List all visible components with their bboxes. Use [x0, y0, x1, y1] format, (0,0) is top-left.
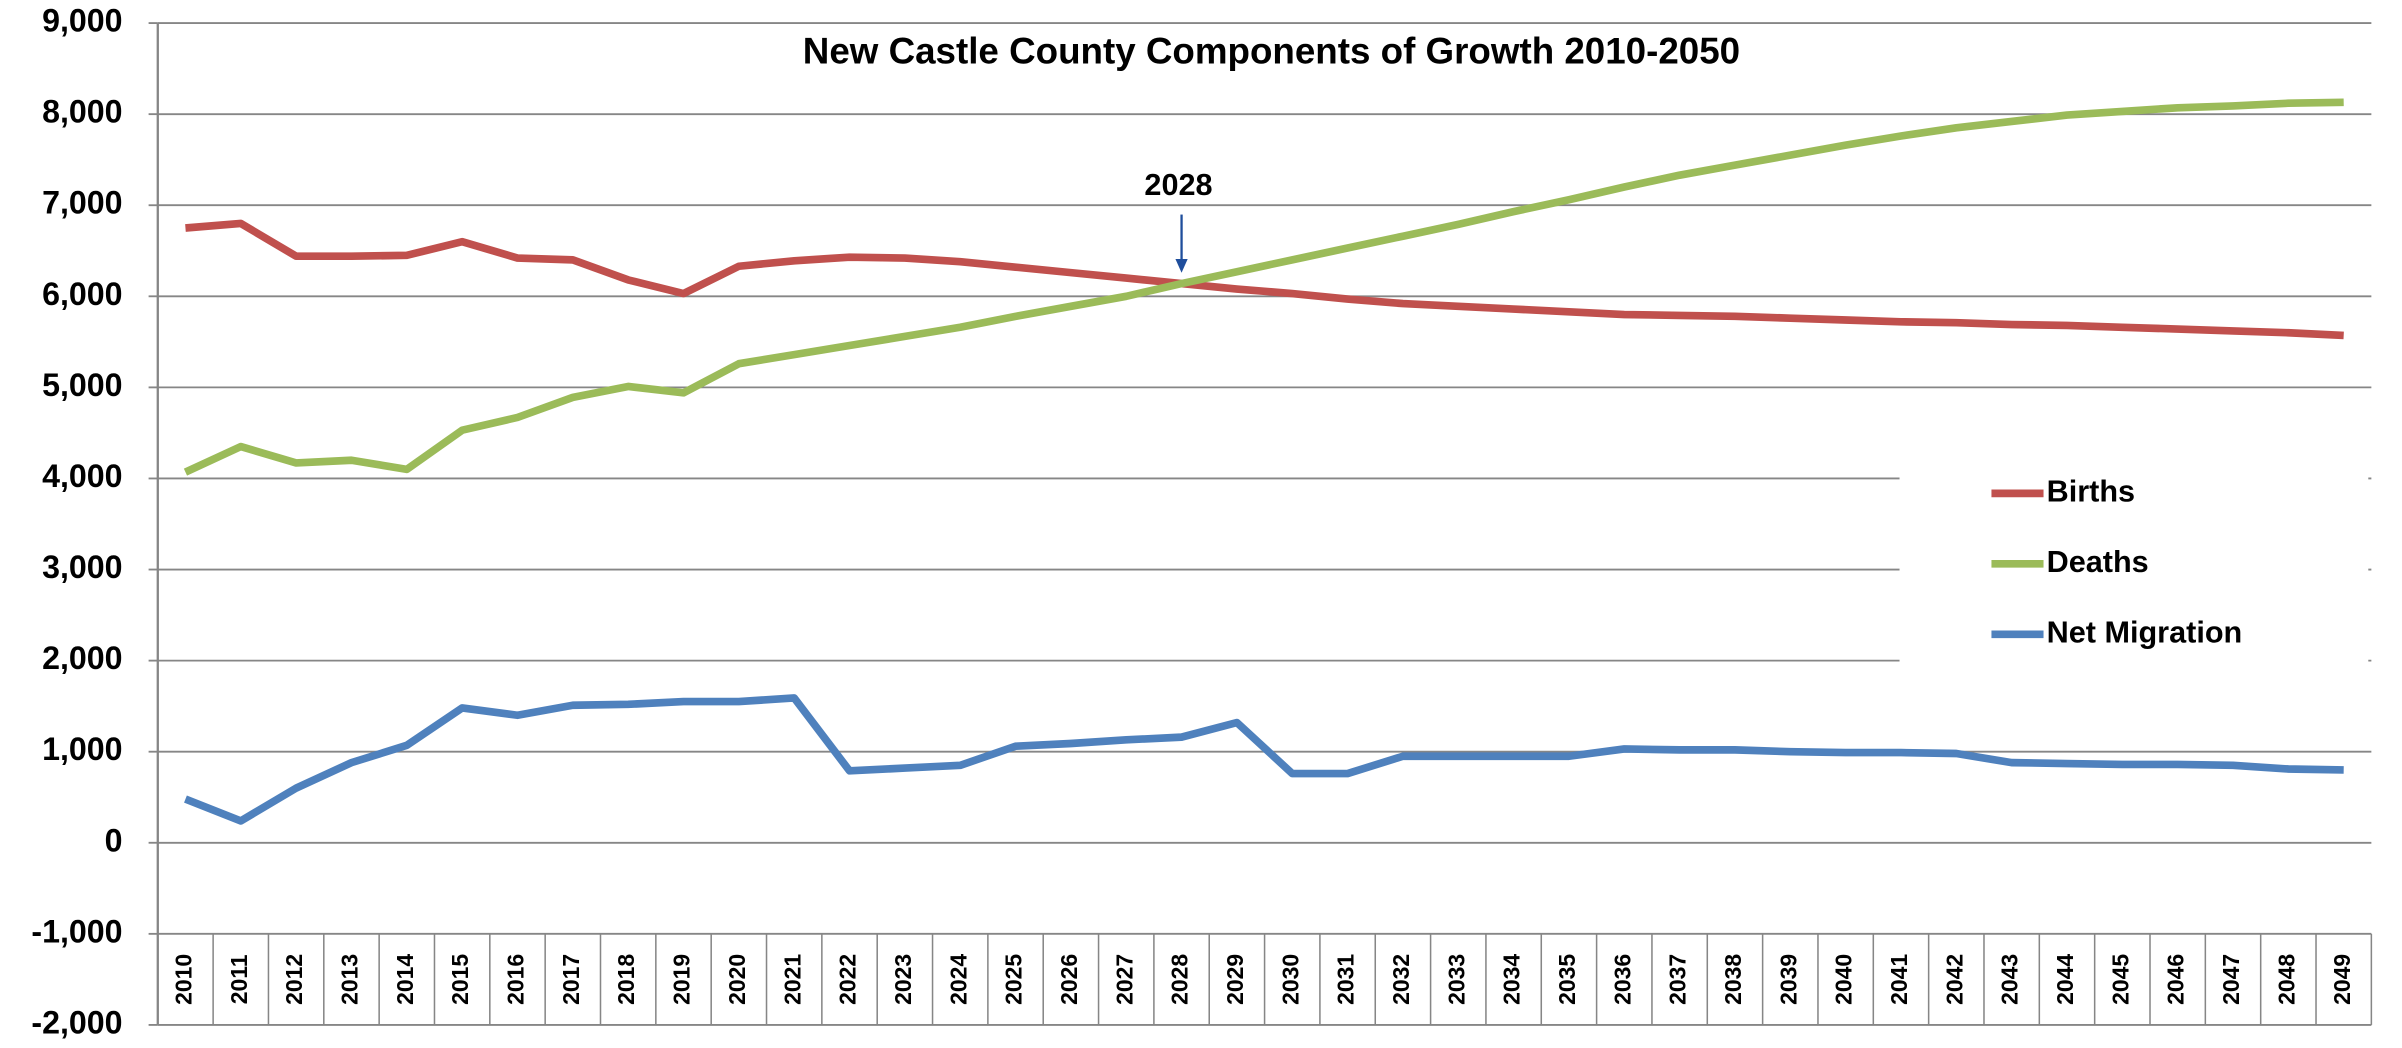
y-tick-label: 1,000 — [42, 731, 122, 767]
y-tick-label: -1,000 — [31, 913, 122, 949]
annotation: 2028 — [1144, 168, 1212, 202]
x-tick-label: 2036 — [1609, 954, 1635, 1005]
x-tick-label: 2012 — [281, 954, 307, 1005]
x-tick-label: 2016 — [503, 954, 529, 1005]
x-tick-label: 2029 — [1222, 954, 1248, 1005]
series-line — [185, 219, 2344, 340]
x-tick-label: 2024 — [945, 954, 971, 1005]
legend-label: Deaths — [2047, 545, 2149, 579]
x-tick-label: 2033 — [1443, 954, 1469, 1005]
x-tick-label: 2014 — [392, 954, 418, 1005]
x-tick-label: 2049 — [2329, 954, 2355, 1005]
x-tick-label: 2035 — [1554, 954, 1580, 1005]
x-tick-label: 2040 — [1831, 954, 1857, 1005]
series-line — [183, 98, 2344, 476]
y-tick-label: 9,000 — [42, 3, 122, 39]
x-tick-label: 2041 — [1886, 954, 1912, 1005]
x-tick-label: 2037 — [1665, 954, 1691, 1005]
x-tick-label: 2023 — [890, 954, 916, 1005]
x-tick-label: 2011 — [226, 954, 252, 1004]
x-tick-label: 2031 — [1333, 954, 1359, 1005]
y-tick-label: 7,000 — [42, 185, 122, 221]
chart-title: New Castle County Components of Growth 2… — [803, 30, 1740, 71]
x-tick-label: 2038 — [1720, 954, 1746, 1005]
x-tick-label: 2018 — [613, 954, 639, 1005]
y-tick-label: 4,000 — [42, 458, 122, 494]
legend-label: Net Migration — [2047, 615, 2243, 649]
x-tick-label: 2030 — [1277, 954, 1303, 1005]
y-tick-label: 3,000 — [42, 549, 122, 585]
y-tick-label: 2,000 — [42, 640, 122, 676]
x-tick-label: 2017 — [558, 954, 584, 1005]
x-tick-label: 2026 — [1056, 954, 1082, 1005]
x-tick-label: 2028 — [1167, 954, 1193, 1005]
y-tick-label: 5,000 — [42, 367, 122, 403]
x-tick-label: 2022 — [835, 954, 861, 1005]
y-tick-label: -2,000 — [31, 1004, 122, 1040]
legend-background — [1899, 452, 2369, 667]
x-tick-label: 2046 — [2163, 954, 2189, 1005]
y-tick-label: 0 — [105, 822, 123, 858]
x-tick-label: 2032 — [1388, 954, 1414, 1005]
x-tick-label: 2020 — [724, 954, 750, 1005]
x-tick-label: 2042 — [1941, 954, 1967, 1005]
x-tick-label: 2045 — [2107, 954, 2133, 1005]
series-line — [184, 694, 2344, 825]
legend-label: Births — [2047, 474, 2135, 508]
x-tick-label: 2047 — [2218, 954, 2244, 1005]
x-tick-label: 2043 — [1997, 954, 2023, 1005]
x-tick-label: 2021 — [779, 954, 805, 1005]
x-tick-label: 2027 — [1111, 954, 1137, 1005]
x-tick-label: 2044 — [2052, 954, 2078, 1005]
x-tick-label: 2048 — [2273, 954, 2299, 1005]
x-tick-label: 2019 — [669, 954, 695, 1005]
x-tick-label: 2013 — [337, 954, 363, 1005]
y-tick-label: 8,000 — [42, 94, 122, 130]
annotation-arrowhead — [1175, 258, 1188, 273]
x-tick-label: 2025 — [1001, 954, 1027, 1005]
y-tick-label: 6,000 — [42, 276, 122, 312]
x-tick-label: 2015 — [447, 954, 473, 1005]
x-tick-label: 2034 — [1499, 954, 1525, 1005]
x-tick-label: 2010 — [171, 954, 197, 1005]
x-tick-label: 2039 — [1775, 954, 1801, 1005]
